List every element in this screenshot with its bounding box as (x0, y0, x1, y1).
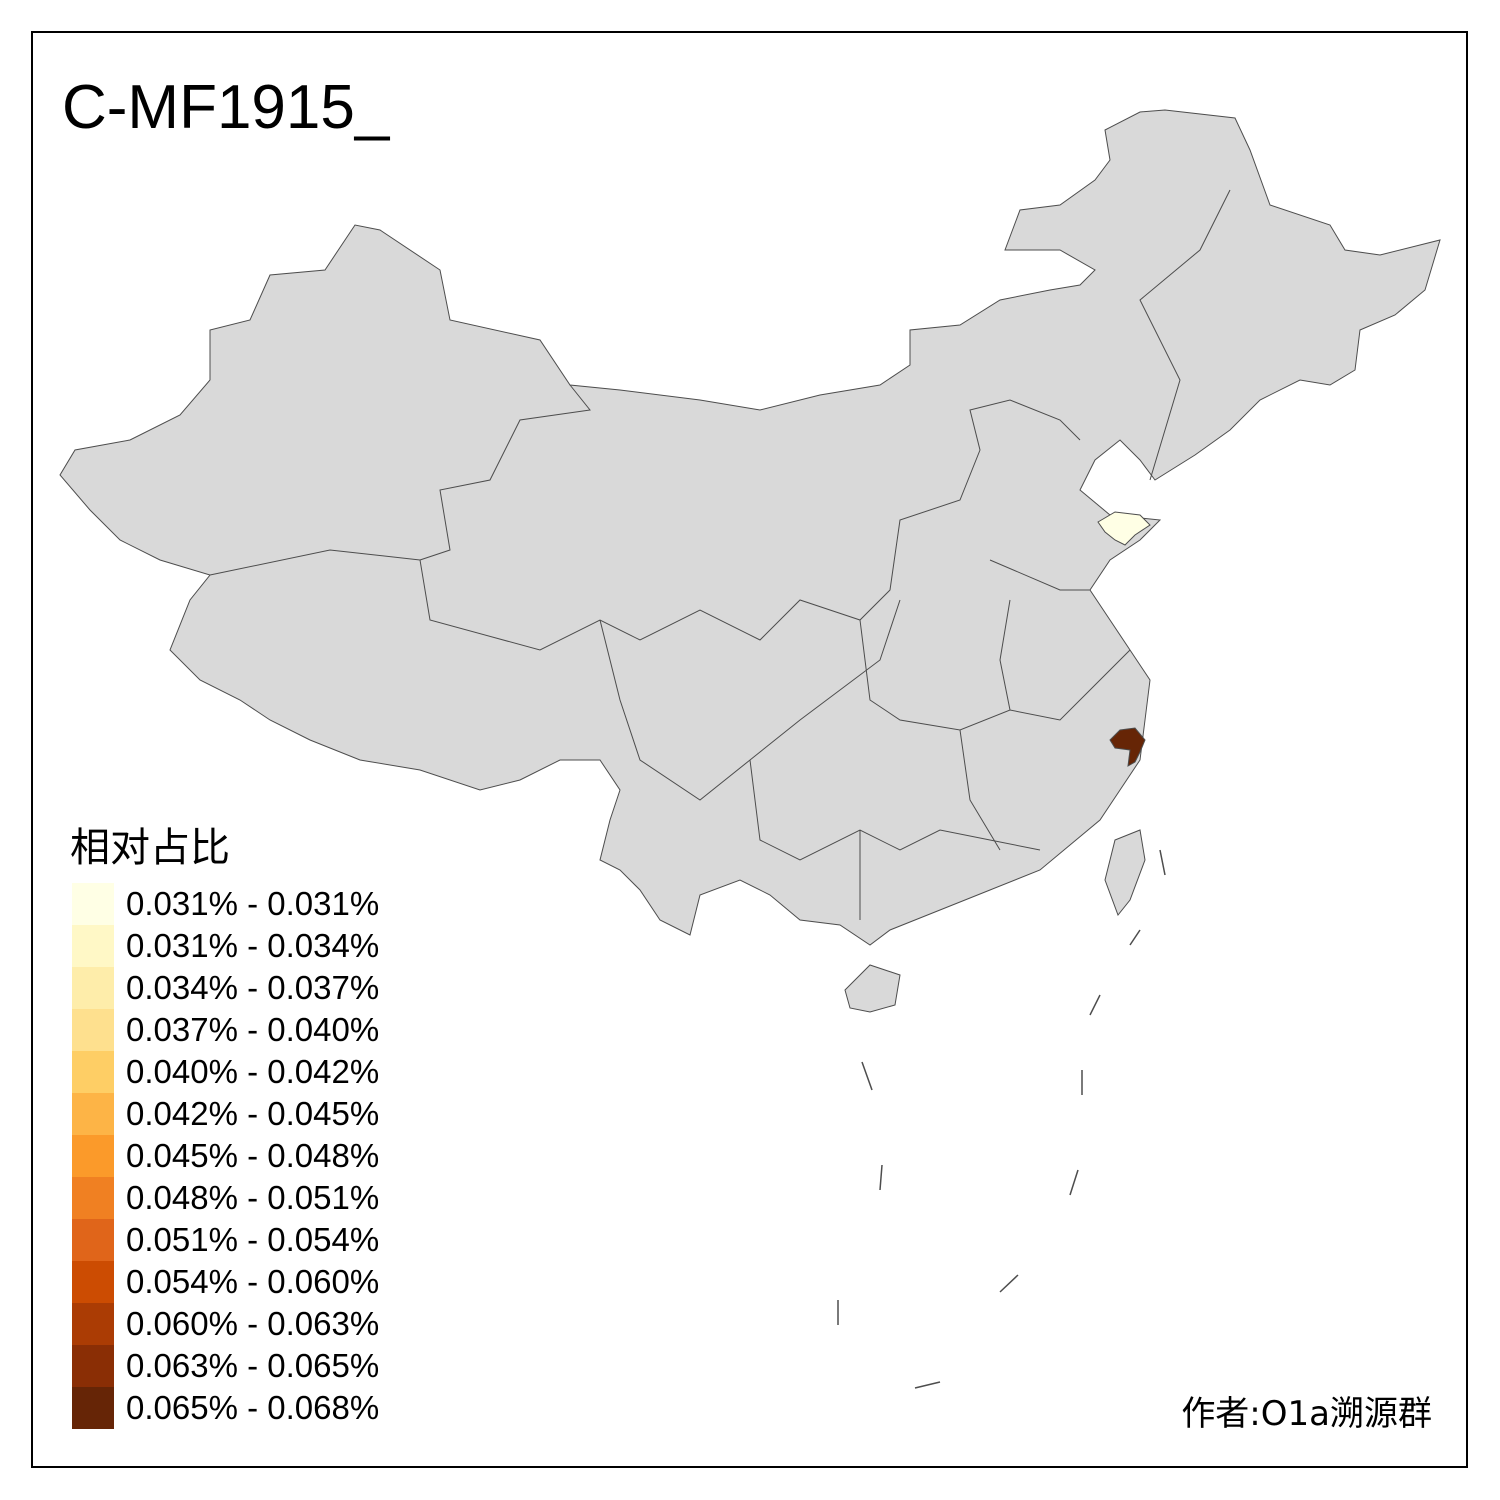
legend-item: 0.037% - 0.040% (72, 1009, 379, 1051)
legend-item: 0.060% - 0.063% (72, 1303, 379, 1345)
author-credit: 作者:O1a溯源群 (1181, 1394, 1432, 1434)
legend-swatch (72, 1177, 114, 1219)
legend-item: 0.065% - 0.068% (72, 1387, 379, 1429)
legend-swatch (72, 1345, 114, 1387)
legend-item: 0.045% - 0.048% (72, 1135, 379, 1177)
taiwan-island (1104, 829, 1146, 917)
legend-swatch (72, 967, 114, 1009)
legend-label: 0.031% - 0.034% (126, 927, 380, 964)
legend-item: 0.042% - 0.045% (72, 1093, 379, 1135)
legend-label: 0.065% - 0.068% (126, 1389, 380, 1426)
legend-label: 0.031% - 0.031% (126, 885, 380, 922)
legend-label: 0.042% - 0.045% (126, 1095, 380, 1132)
south-sea-islands (837, 849, 1166, 1389)
legend-item: 0.034% - 0.037% (72, 967, 379, 1009)
legend-label: 0.045% - 0.048% (126, 1137, 380, 1174)
legend-swatch (72, 1051, 114, 1093)
province-borders (209, 189, 1231, 920)
legend-swatch (72, 1135, 114, 1177)
legend-label: 0.034% - 0.037% (126, 969, 380, 1006)
legend: 0.031% - 0.031% 0.031% - 0.034% 0.034% - 0… (72, 883, 379, 1429)
legend-swatch (72, 883, 114, 925)
mainland-china (59, 109, 1441, 946)
legend-label: 0.037% - 0.040% (126, 1011, 380, 1048)
legend-label: 0.054% - 0.060% (126, 1263, 380, 1300)
legend-swatch (72, 1219, 114, 1261)
legend-swatch (72, 1303, 114, 1345)
legend-item: 0.063% - 0.065% (72, 1345, 379, 1387)
legend-swatch (72, 1261, 114, 1303)
legend-swatch (72, 925, 114, 967)
legend-swatch (72, 1009, 114, 1051)
legend-label: 0.063% - 0.065% (126, 1347, 380, 1384)
legend-label: 0.060% - 0.063% (126, 1305, 380, 1342)
legend-label: 0.051% - 0.054% (126, 1221, 380, 1258)
region-zhejiang-east (1109, 727, 1146, 767)
legend-item: 0.040% - 0.042% (72, 1051, 379, 1093)
hainan-island (844, 964, 901, 1013)
legend-item: 0.031% - 0.031% (72, 883, 379, 925)
legend-label: 0.040% - 0.042% (126, 1053, 380, 1090)
legend-label: 0.048% - 0.051% (126, 1179, 380, 1216)
legend-item: 0.051% - 0.054% (72, 1219, 379, 1261)
legend-item: 0.054% - 0.060% (72, 1261, 379, 1303)
legend-item: 0.031% - 0.034% (72, 925, 379, 967)
legend-swatch (72, 1093, 114, 1135)
map-title: C-MF1915_ (62, 73, 390, 142)
legend-item: 0.048% - 0.051% (72, 1177, 379, 1219)
plot-border (31, 31, 1468, 1468)
region-shandong-north (1097, 511, 1151, 546)
legend-swatch (72, 1387, 114, 1429)
legend-title: 相对占比 (70, 825, 230, 871)
